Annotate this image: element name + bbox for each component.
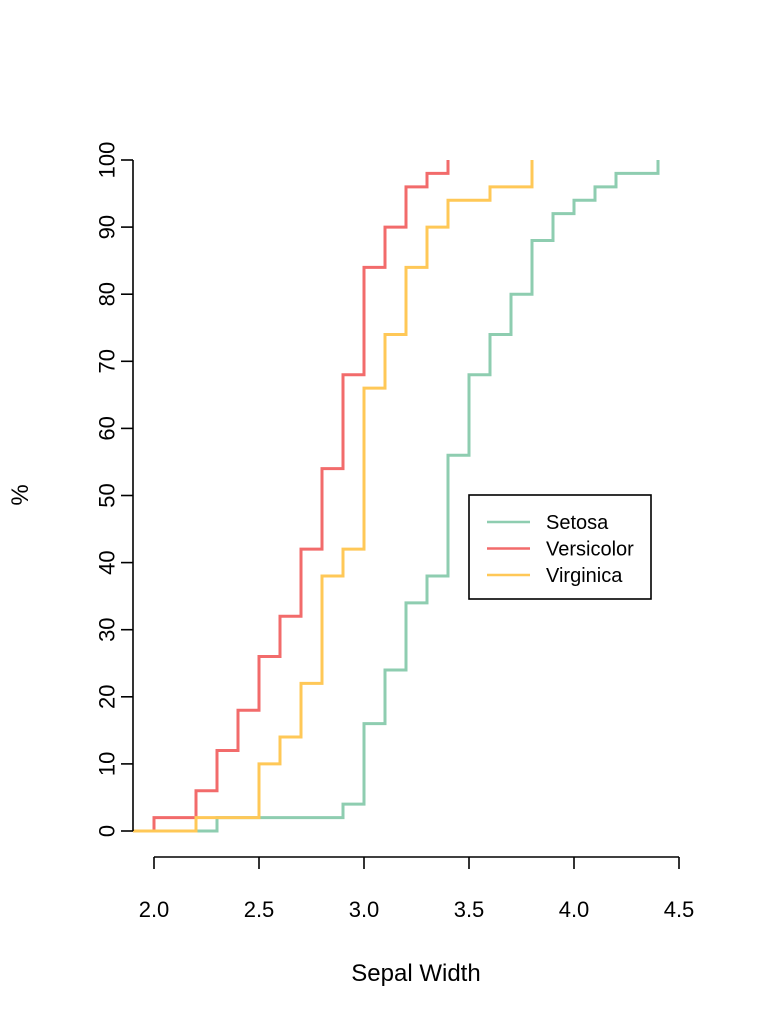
y-tick-label: 20 [95, 685, 120, 709]
x-tick-label: 2.0 [139, 897, 170, 922]
y-tick-label: 0 [95, 825, 120, 837]
y-tick-label: 100 [95, 142, 120, 179]
x-tick-label: 2.5 [244, 897, 275, 922]
y-tick-label: 30 [95, 617, 120, 641]
y-tick-label: 80 [95, 282, 120, 306]
y-tick-label: 50 [95, 483, 120, 507]
legend-box [468, 494, 652, 600]
y-tick-label: 70 [95, 349, 120, 373]
legend-label: Setosa [546, 512, 609, 534]
series-line-virginica [133, 160, 534, 833]
y-axis-title: % [7, 484, 34, 505]
y-tick-label: 90 [95, 215, 120, 239]
x-tick-label: 4.5 [664, 897, 695, 922]
series-layer [133, 160, 660, 833]
legend-label: Versicolor [546, 539, 634, 561]
x-axis-title: Sepal Width [351, 960, 480, 987]
series-line-setosa [133, 160, 660, 833]
x-tick-label: 4.0 [559, 897, 590, 922]
x-tick-label: 3.0 [349, 897, 380, 922]
y-tick-label: 60 [95, 416, 120, 440]
x-tick-label: 3.5 [454, 897, 485, 922]
y-tick-label: 10 [95, 752, 120, 776]
legend: Setosa Versicolor Virginica [468, 494, 652, 600]
legend-label: Virginica [546, 565, 623, 587]
y-tick-label: 40 [95, 550, 120, 574]
axes-layer: 2.0 2.5 3.0 3.5 4.0 4.5 0 10 20 30 40 50 60 70 80 90 100 [95, 142, 695, 922]
series-line-versicolor [133, 160, 450, 833]
